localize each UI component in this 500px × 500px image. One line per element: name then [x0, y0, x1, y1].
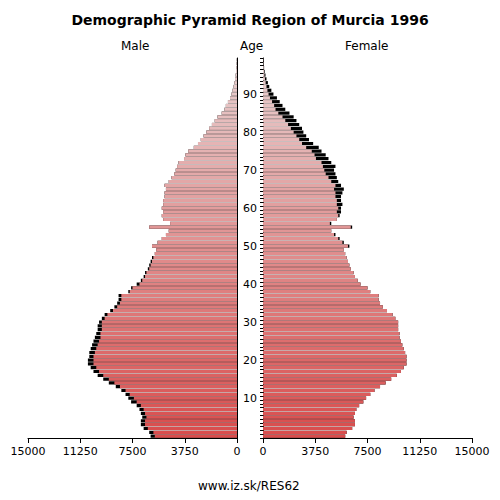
svg-text:10: 10 [243, 392, 257, 405]
svg-text:0: 0 [260, 445, 267, 458]
svg-text:90: 90 [243, 88, 257, 101]
svg-text:0: 0 [234, 445, 241, 458]
svg-text:15000: 15000 [455, 445, 490, 458]
svg-text:3750: 3750 [301, 445, 329, 458]
svg-text:Age: Age [240, 39, 263, 53]
svg-text:40: 40 [243, 278, 257, 291]
svg-text:11250: 11250 [402, 445, 437, 458]
svg-text:20: 20 [243, 354, 257, 367]
svg-text:7500: 7500 [119, 445, 147, 458]
svg-text:3750: 3750 [171, 445, 199, 458]
svg-text:70: 70 [243, 164, 257, 177]
svg-text:30: 30 [243, 316, 257, 329]
svg-text:15000: 15000 [11, 445, 46, 458]
svg-text:www.iz.sk/RES62: www.iz.sk/RES62 [198, 479, 300, 493]
svg-text:Demographic Pyramid Region of: Demographic Pyramid Region of Murcia 199… [71, 12, 428, 28]
svg-text:50: 50 [243, 240, 257, 253]
svg-text:Female: Female [345, 39, 388, 53]
svg-text:11250: 11250 [63, 445, 98, 458]
svg-text:7500: 7500 [354, 445, 382, 458]
svg-text:Male: Male [121, 39, 149, 53]
svg-text:80: 80 [243, 126, 257, 139]
svg-text:60: 60 [243, 202, 257, 215]
